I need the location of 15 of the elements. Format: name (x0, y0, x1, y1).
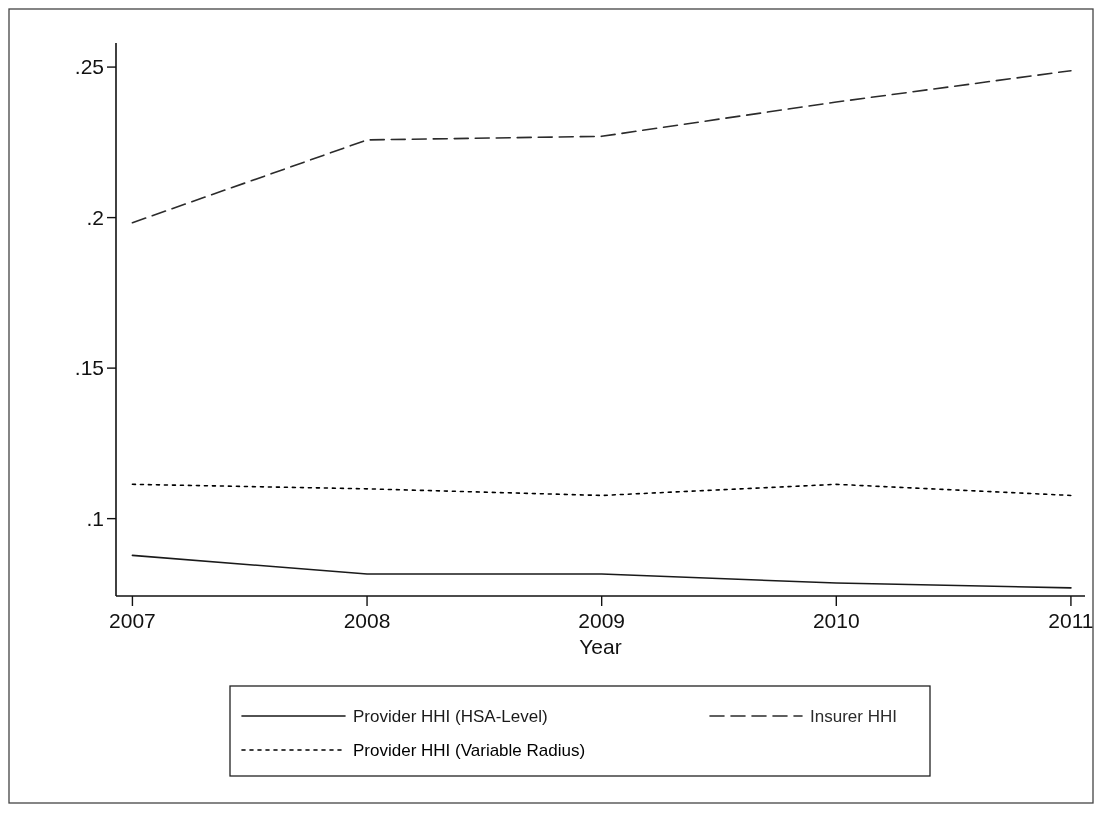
line-series (131, 69, 1072, 224)
y-tick-label: .25 (74, 55, 104, 79)
x-tick-label: 2011 (1048, 609, 1094, 632)
line-series (131, 554, 1072, 589)
y-tick-label: .2 (86, 205, 104, 229)
text: Provider HHI (Variable Radius) (353, 741, 586, 760)
text: Insurer HHI (810, 707, 897, 726)
x-tick-label: 2008 (343, 609, 391, 632)
y-tick-label: .1 (86, 506, 104, 530)
x-tick-label: 2009 (578, 609, 626, 632)
x-tick-label: 2010 (812, 609, 860, 632)
text: Provider HHI (HSA-Level) (353, 707, 548, 726)
x-axis-title: Year (579, 635, 622, 658)
y-tick-label: .15 (74, 356, 104, 380)
x-tick-label: 2007 (109, 609, 156, 632)
